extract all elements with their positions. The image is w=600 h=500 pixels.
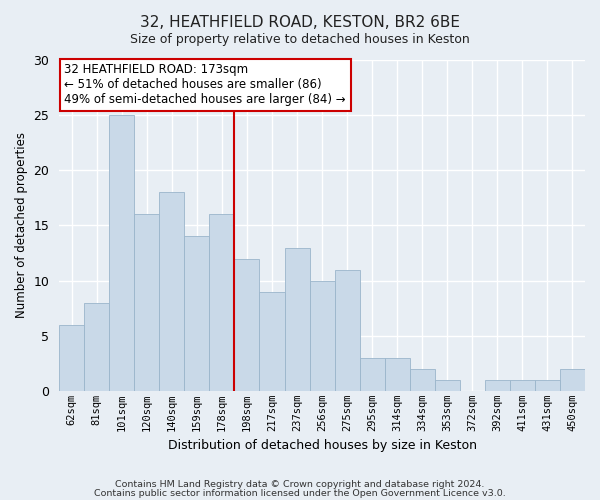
Bar [310,280,335,391]
Text: Contains HM Land Registry data © Crown copyright and database right 2024.: Contains HM Land Registry data © Crown c… [115,480,485,489]
Bar [335,270,359,391]
Bar [284,248,310,391]
Bar [435,380,460,391]
Y-axis label: Number of detached properties: Number of detached properties [15,132,28,318]
Bar [510,380,535,391]
Bar [109,115,134,391]
Bar [235,258,259,391]
Bar [359,358,385,391]
Bar [209,214,235,391]
Bar [560,369,585,391]
Bar [184,236,209,391]
Bar [59,324,84,391]
Bar [259,292,284,391]
Bar [535,380,560,391]
Bar [134,214,160,391]
Text: 32, HEATHFIELD ROAD, KESTON, BR2 6BE: 32, HEATHFIELD ROAD, KESTON, BR2 6BE [140,15,460,30]
Text: Size of property relative to detached houses in Keston: Size of property relative to detached ho… [130,32,470,46]
Bar [410,369,435,391]
X-axis label: Distribution of detached houses by size in Keston: Distribution of detached houses by size … [167,440,476,452]
Text: 32 HEATHFIELD ROAD: 173sqm
← 51% of detached houses are smaller (86)
49% of semi: 32 HEATHFIELD ROAD: 173sqm ← 51% of deta… [64,64,346,106]
Bar [84,302,109,391]
Bar [485,380,510,391]
Bar [160,192,184,391]
Bar [385,358,410,391]
Text: Contains public sector information licensed under the Open Government Licence v3: Contains public sector information licen… [94,490,506,498]
